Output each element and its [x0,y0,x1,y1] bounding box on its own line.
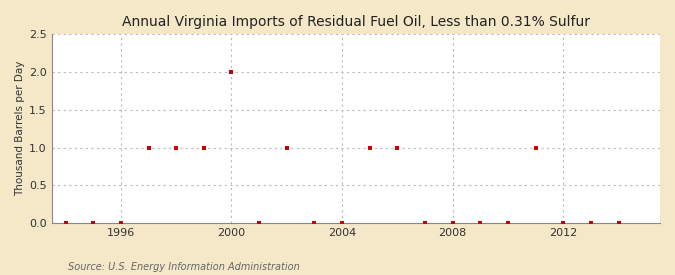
Point [530,145,541,150]
Text: Source: U.S. Energy Information Administration: Source: U.S. Energy Information Administ… [68,262,299,272]
Point [364,145,375,150]
Point [337,221,348,225]
Point [392,145,403,150]
Point [171,145,182,150]
Point [503,221,514,225]
Point [613,221,624,225]
Point [585,221,596,225]
Point [558,221,568,225]
Point [226,70,237,74]
Point [309,221,320,225]
Point [115,221,126,225]
Point [32,221,43,225]
Title: Annual Virginia Imports of Residual Fuel Oil, Less than 0.31% Sulfur: Annual Virginia Imports of Residual Fuel… [122,15,590,29]
Point [254,221,265,225]
Point [60,221,71,225]
Point [448,221,458,225]
Point [198,145,209,150]
Point [281,145,292,150]
Point [420,221,431,225]
Point [475,221,486,225]
Y-axis label: Thousand Barrels per Day: Thousand Barrels per Day [15,61,25,196]
Point [88,221,99,225]
Point [143,145,154,150]
